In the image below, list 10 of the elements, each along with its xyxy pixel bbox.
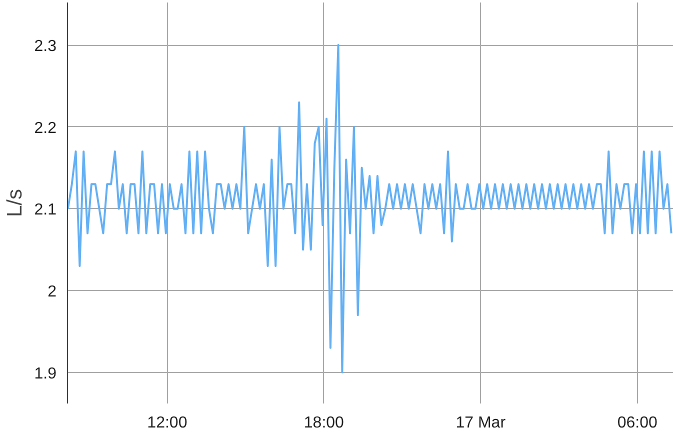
y-axis-title: L/s [3, 188, 26, 218]
y-tick-label: 2 [48, 284, 57, 301]
x-tick-label: 06:00 [617, 414, 658, 432]
y-tick-label: 2.2 [34, 120, 57, 137]
y-tick-label: 2.3 [34, 38, 57, 56]
y-tick-label: 2.1 [34, 202, 57, 219]
x-tick-label: 12:00 [147, 414, 188, 432]
x-tick-label: 18:00 [304, 414, 344, 432]
x-tick-label: 17 Mar [456, 414, 506, 432]
y-tick-label: 1.9 [34, 365, 57, 382]
